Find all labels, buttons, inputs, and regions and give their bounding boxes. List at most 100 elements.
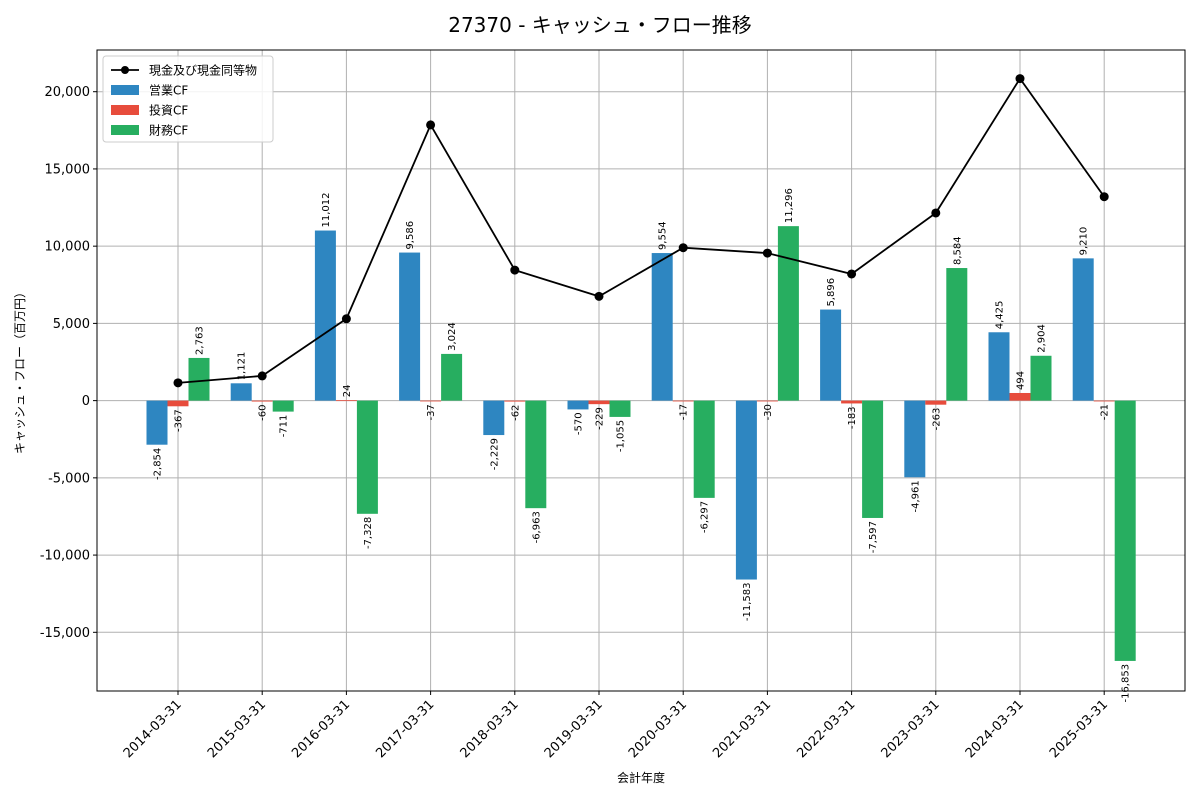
bar-financing (272, 400, 294, 412)
cash-line (173, 74, 1109, 388)
bar-value-label: -6,297 (700, 501, 711, 533)
cash-point (1099, 192, 1109, 202)
bar-value-label: 11,012 (321, 193, 332, 228)
bar-value-label: 3,024 (447, 322, 458, 351)
x-tick-label: 2024-03-31 (963, 697, 1027, 761)
bar-value-label: -37 (426, 404, 437, 420)
x-tick-label: 2014-03-31 (121, 697, 185, 761)
x-tick-label: 2016-03-31 (289, 697, 353, 761)
bar-value-label: 5,896 (826, 278, 837, 307)
bar-investing (420, 400, 442, 402)
bar-operating (399, 252, 421, 401)
legend-label: 投資CF (149, 103, 188, 118)
x-axis-label: 会計年度 (617, 770, 665, 785)
cash-point (510, 265, 520, 275)
bar-value-label: 4,425 (995, 301, 1006, 330)
y-tick-label: 5,000 (53, 317, 90, 332)
x-tick-label: 2023-03-31 (879, 697, 943, 761)
bars (146, 226, 1136, 661)
y-tick-label: 20,000 (45, 85, 91, 100)
cash-point (762, 248, 772, 258)
x-tick-label: 2025-03-31 (1047, 697, 1111, 761)
bar-operating (483, 400, 505, 436)
cash-point (426, 120, 436, 130)
bar-operating (1072, 258, 1094, 401)
bar-value-label: 9,554 (658, 221, 669, 250)
bar-financing (862, 400, 884, 518)
x-tick-label: 2017-03-31 (373, 697, 437, 761)
y-tick-label: 15,000 (45, 162, 91, 177)
bar-value-label: -62 (510, 405, 521, 421)
bar-operating (904, 400, 926, 478)
y-tick-label: 10,000 (45, 240, 91, 255)
bar-financing (356, 400, 378, 514)
bar-value-label: -17 (679, 404, 690, 420)
legend-label: 財務CF (149, 123, 188, 138)
bar-value-label: -30 (763, 404, 774, 420)
legend-box (102, 55, 274, 143)
bar-value-label: -367 (174, 409, 185, 432)
plot-frame (96, 49, 1186, 692)
legend-bar-swatch (111, 85, 139, 95)
grid (97, 50, 1185, 691)
y-tick-label: -5,000 (48, 471, 90, 486)
bar-financing (1114, 400, 1136, 661)
bar-value-label: -2,854 (153, 448, 164, 480)
bar-investing (167, 400, 189, 407)
bar-value-label: -263 (931, 408, 942, 431)
bar-value-label: -60 (258, 405, 269, 421)
y-axis: -15,000 -10,000 -5,000 0 5,000 10,000 15,000 20… (40, 85, 97, 641)
legend-bar-swatch (111, 125, 139, 135)
y-tick-label: -15,000 (40, 626, 90, 641)
bar-labels: -2,854 1,121 11,012 9,586 -2,229 -570 9,554 -11… (153, 188, 1132, 702)
x-tick-label: 2019-03-31 (542, 697, 606, 761)
bar-operating (651, 253, 673, 401)
bar-financing (441, 353, 463, 401)
bar-value-label: -11,583 (742, 583, 753, 622)
bar-value-label: 24 (342, 385, 353, 398)
bar-financing (188, 357, 210, 401)
bar-value-label: 9,210 (1079, 227, 1090, 256)
bar-investing (1009, 392, 1031, 401)
cash-point (341, 314, 351, 324)
cash-point (931, 208, 941, 218)
x-tick-label: 2018-03-31 (458, 697, 522, 761)
bar-value-label: -16,853 (1121, 664, 1132, 703)
bar-operating (230, 383, 252, 401)
y-axis-label: キャッシュ・フロー（百万円） (13, 286, 27, 454)
bar-operating (146, 400, 168, 445)
x-tick-label: 2021-03-31 (710, 697, 774, 761)
bar-value-label: -570 (574, 412, 585, 435)
bar-value-label: -1,055 (616, 420, 627, 452)
bar-value-label: -4,961 (910, 480, 921, 512)
y-tick-label: 0 (82, 394, 90, 409)
bar-investing (925, 400, 947, 405)
bar-financing (609, 400, 631, 417)
cash-point (1015, 74, 1025, 84)
bar-value-label: 494 (1016, 371, 1027, 390)
legend-label: 営業CF (149, 84, 188, 98)
bar-operating (988, 332, 1010, 401)
bar-operating (735, 400, 757, 580)
bar-investing (335, 400, 357, 402)
bar-value-label: -7,597 (868, 521, 879, 553)
cash-point (594, 291, 604, 301)
bar-operating (314, 230, 336, 401)
bar-financing (525, 400, 547, 509)
bar-value-label: 2,904 (1037, 324, 1048, 353)
bar-financing (693, 400, 715, 498)
x-axis: 2014-03-31 2015-03-31 2016-03-31 2017-03-31… (121, 691, 1111, 761)
bar-investing (1093, 400, 1115, 402)
bar-value-label: -7,328 (363, 517, 374, 549)
bar-value-label: 2,763 (195, 326, 206, 355)
bar-value-label: 9,586 (405, 221, 416, 250)
y-tick-label: -10,000 (40, 549, 90, 564)
bar-value-label: -21 (1100, 404, 1111, 420)
cash-line-path (177, 76, 1105, 384)
legend-marker (121, 66, 129, 74)
bar-investing (588, 400, 610, 405)
x-tick-label: 2020-03-31 (626, 697, 690, 761)
bar-value-label: -6,963 (531, 511, 542, 543)
x-tick-label: 2022-03-31 (794, 697, 858, 761)
